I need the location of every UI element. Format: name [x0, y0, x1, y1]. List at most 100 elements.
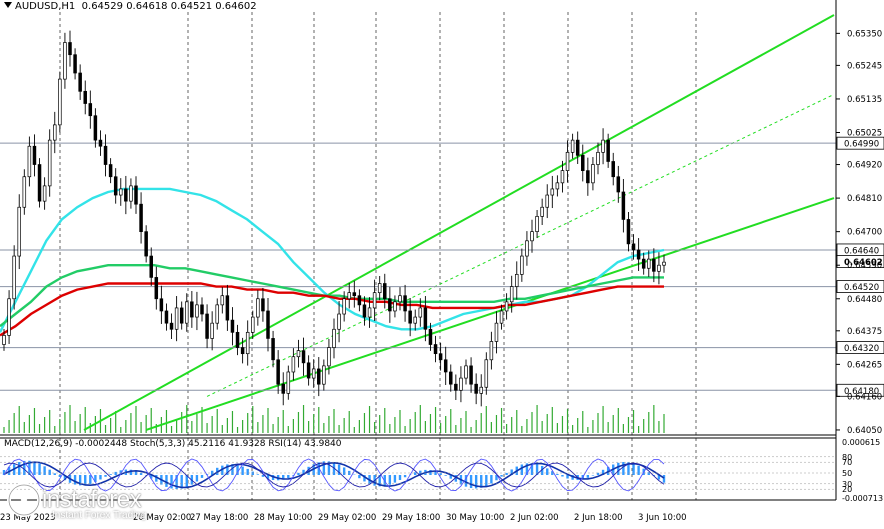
bear-candle	[103, 145, 108, 165]
chart-header: AUDUSD,H1 0.64529 0.64618 0.64521 0.6460…	[4, 1, 257, 12]
level-price-label: 0.64602	[844, 258, 883, 268]
bear-candle	[159, 298, 164, 312]
bull-candle	[372, 292, 377, 309]
bear-candle	[169, 322, 174, 330]
bull-candle	[535, 216, 539, 233]
bear-candle	[235, 331, 240, 348]
price-tick-label: 0.65135	[847, 95, 882, 105]
bull-candle	[63, 42, 67, 80]
indicator-scale-label: 0.000615	[842, 438, 880, 447]
bear-candle	[113, 176, 118, 196]
price-tick-label: 0.64700	[847, 228, 882, 238]
bear-candle	[474, 383, 478, 394]
bull-candle	[174, 307, 179, 330]
bear-candle	[454, 383, 458, 391]
bear-candle	[200, 304, 204, 315]
time-label: 23 May 2023	[0, 513, 55, 523]
bull-candle	[220, 295, 225, 306]
bull-candle	[565, 151, 570, 171]
level-price-box	[836, 136, 884, 150]
bull-candle	[342, 298, 346, 315]
bear-candle	[149, 255, 153, 278]
bear-candle	[32, 145, 37, 165]
price-tick-label: 0.64265	[847, 360, 882, 370]
bull-candle	[42, 185, 47, 202]
bear-candle	[281, 383, 285, 394]
moving-average-3	[0, 282, 664, 337]
bear-candle	[190, 301, 194, 318]
price-tick-label: 0.65245	[847, 61, 882, 71]
symbol-label: AUDUSD,H1	[15, 1, 76, 12]
bear-candle	[423, 307, 428, 330]
bear-candle	[636, 249, 641, 260]
ohlc-values: 0.64529 0.64618 0.64521 0.64602	[81, 1, 257, 12]
bear-candle	[626, 219, 631, 245]
bear-candle	[205, 313, 209, 339]
bear-candle	[93, 115, 98, 141]
level-price-box	[836, 383, 884, 397]
horizontal-levels: 0.64990 0.64640 0.64602 0.64520 0.64320 0.641…	[0, 136, 884, 397]
dropdown-triangle-icon[interactable]	[4, 2, 12, 8]
time-label: 29 May 18:00	[382, 513, 440, 523]
bear-candle	[581, 155, 585, 171]
price-tick-label: 0.64480	[847, 295, 882, 305]
bull-candle	[662, 261, 666, 266]
rsi-line	[3, 462, 665, 488]
bear-candle	[383, 283, 387, 300]
bull-candle	[347, 292, 351, 300]
bull-candle	[393, 301, 397, 312]
bull-candle	[459, 377, 463, 391]
bull-candle	[530, 231, 534, 242]
bear-candle	[433, 344, 438, 355]
bear-candle	[631, 243, 636, 251]
bull-candle	[479, 386, 483, 394]
bear-candle	[575, 139, 580, 156]
price-tick-label: 0.64160	[847, 392, 882, 402]
bear-candle	[621, 191, 626, 220]
bull-candle	[489, 341, 494, 361]
bear-candle	[276, 359, 280, 385]
bull-candle	[332, 328, 336, 348]
macd-signal-line	[3, 461, 665, 489]
bear-candle	[469, 365, 473, 385]
bear-candle	[144, 231, 148, 257]
bear-candle	[306, 362, 311, 379]
axes	[0, 0, 837, 501]
bear-candle	[164, 310, 169, 324]
channel-line	[83, 14, 835, 431]
bull-candle	[601, 139, 605, 153]
bull-candle	[17, 206, 21, 257]
bear-candle	[641, 258, 646, 269]
time-label: 28 May 10:00	[254, 513, 312, 523]
bull-candle	[657, 264, 661, 272]
bull-candle	[311, 368, 316, 379]
price-tick-label: 0.65350	[847, 29, 882, 39]
bear-candle	[98, 139, 103, 147]
bear-candle	[443, 359, 448, 373]
volume-bars	[3, 405, 665, 433]
bull-candle	[129, 185, 133, 202]
channel-line	[206, 93, 835, 397]
bear-candle	[83, 90, 87, 104]
bull-candle	[296, 350, 301, 358]
stochastic-line	[3, 458, 665, 492]
bull-candle	[418, 307, 423, 318]
indicator-header: MACD(12,26,9) -0.0002448 Stoch(5,3,3) 45…	[4, 439, 342, 449]
bear-candle	[428, 328, 433, 345]
bear-candle	[438, 353, 443, 361]
bull-candle	[2, 335, 6, 345]
instaforex-logo: instaforex Instant Forex Trading	[6, 482, 147, 521]
bull-candle	[560, 170, 565, 184]
moving-averages	[0, 187, 665, 337]
trend-channel	[83, 14, 835, 431]
time-label: 26 May 02:00	[133, 513, 191, 523]
level-price-box	[836, 341, 884, 354]
bull-candle	[398, 295, 402, 303]
indicator-scale-label: 80	[842, 453, 852, 462]
moving-average-1	[0, 187, 665, 333]
time-label: 30 May 10:00	[446, 513, 504, 523]
bear-candle	[352, 292, 357, 297]
